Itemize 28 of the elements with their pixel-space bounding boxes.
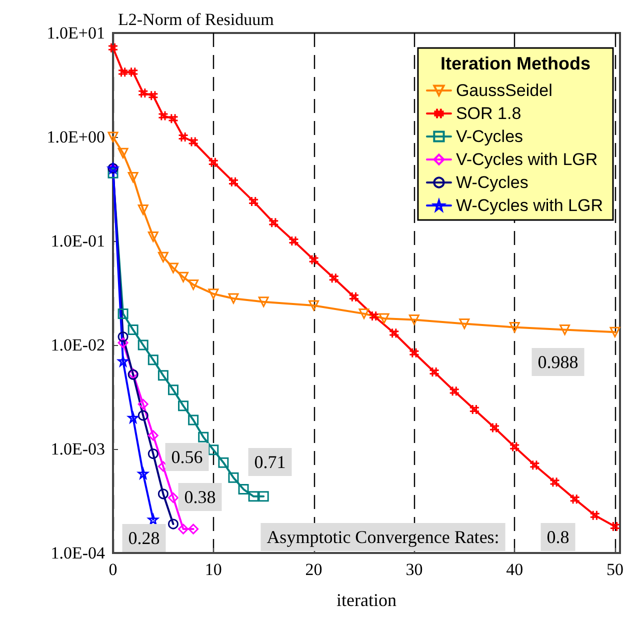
annotation: 0.56: [171, 447, 203, 467]
y-tick-label: 1.0E-02: [50, 336, 105, 354]
annotation: 0.988: [538, 352, 578, 372]
annotation: 0.38: [184, 487, 216, 507]
y-tick-label: 1.0E+01: [46, 24, 105, 42]
x-tick-label: 50: [606, 560, 624, 579]
x-tick-label: 40: [506, 560, 524, 579]
chart-title: L2-Norm of Residuum: [118, 10, 274, 29]
annotation: Asymptotic Convergence Rates:: [266, 527, 500, 547]
x-tick-label: 10: [204, 560, 222, 579]
legend-label: GaussSeidel: [456, 81, 552, 100]
annotation: 0.71: [254, 452, 286, 472]
legend-label: V-Cycles: [456, 127, 524, 146]
y-tick-label: 1.0E-03: [50, 440, 105, 458]
annotation: 0.8: [546, 527, 570, 547]
y-tick-label: 1.0E-01: [50, 232, 105, 250]
legend-label: W-Cycles: [456, 173, 528, 192]
annotation: 0.28: [128, 528, 160, 548]
x-axis-title: iteration: [336, 590, 396, 610]
y-tick-label: 1.0E-04: [50, 544, 106, 562]
legend-title: Iteration Methods: [440, 53, 590, 74]
y-tick-label: 1.0E+00: [46, 128, 105, 146]
legend-label: V-Cycles with LGR: [456, 150, 598, 169]
legend-label: SOR 1.8: [456, 104, 522, 123]
x-tick-label: 0: [108, 560, 118, 579]
legend-label: W-Cycles with LGR: [456, 196, 604, 215]
x-tick-label: 30: [406, 560, 423, 579]
x-tick-label: 20: [305, 560, 322, 579]
